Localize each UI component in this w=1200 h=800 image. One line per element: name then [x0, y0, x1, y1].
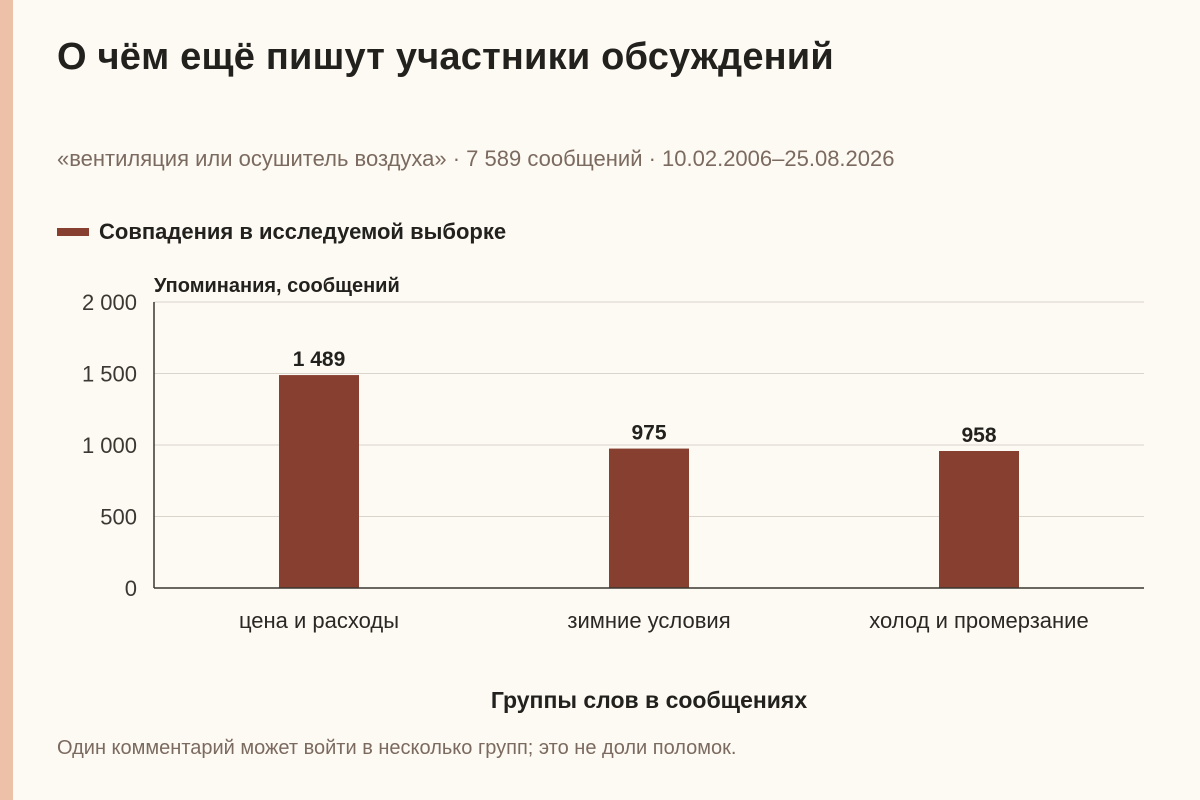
data-labels: 1 489 975 958	[293, 348, 997, 447]
y-tick-label: 1 500	[82, 362, 137, 387]
bar-value-label: 1 489	[293, 348, 346, 371]
x-axis-label: Группы слов в сообщениях	[491, 687, 807, 713]
chart-subtitle: «вентиляция или осушитель воздуха» · 7 5…	[57, 146, 895, 171]
legend-swatch	[57, 228, 89, 236]
y-tick-label: 0	[125, 576, 137, 601]
x-tick-label: холод и промерзание	[869, 608, 1088, 633]
bar	[609, 448, 689, 588]
y-axis-label: Упоминания, сообщений	[154, 275, 400, 297]
bar	[279, 375, 359, 588]
x-tick-label: зимние условия	[567, 608, 730, 633]
bar-value-label: 975	[631, 422, 666, 445]
footnote: Один комментарий может войти в несколько…	[57, 737, 737, 759]
legend-label: Совпадения в исследуемой выборке	[99, 219, 507, 244]
y-tick-label: 500	[100, 505, 137, 530]
accent-bar	[0, 0, 13, 800]
bar	[939, 451, 1019, 588]
y-tick-label: 1 000	[82, 433, 137, 458]
bar-value-label: 958	[961, 424, 996, 447]
y-tick-label: 2 000	[82, 290, 137, 315]
x-axis-ticks: цена и расходы зимние условия холод и пром…	[239, 608, 1089, 633]
bars	[279, 375, 1019, 588]
legend: Совпадения в исследуемой выборке	[57, 219, 506, 245]
x-tick-label: цена и расходы	[239, 608, 399, 633]
y-axis-ticks: 0 500 1 000 1 500 2 000	[82, 290, 137, 601]
chart-title: О чём ещё пишут участники обсуждений	[57, 36, 834, 78]
